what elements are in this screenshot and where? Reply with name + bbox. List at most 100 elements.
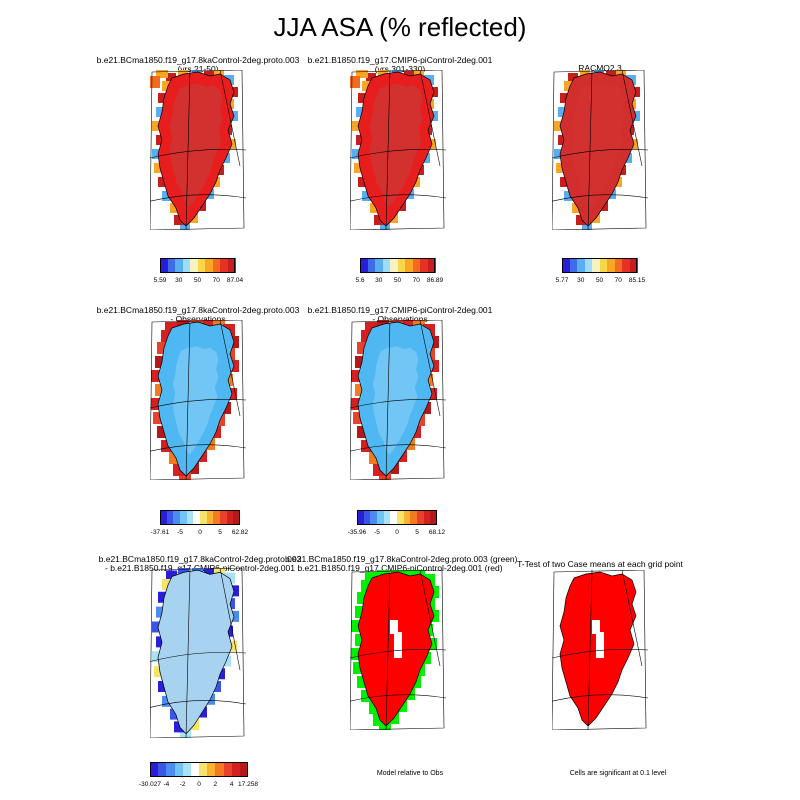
colorbar-swatch xyxy=(427,258,436,273)
coastline xyxy=(357,321,435,477)
colorbar-tick-label: -4 xyxy=(163,781,170,788)
colorbar-swatch xyxy=(226,510,234,525)
coastal-cell xyxy=(162,81,172,91)
map-frame xyxy=(350,320,445,480)
colorbar-tick-label: 5.77 xyxy=(555,277,569,284)
coastal-cell xyxy=(568,73,578,83)
colorbar-swatch xyxy=(166,762,175,777)
coastal-cell xyxy=(358,93,368,103)
coastal-cell xyxy=(156,636,167,648)
coastal-cell xyxy=(158,177,168,187)
meridian-line xyxy=(621,570,643,667)
coastal-cell xyxy=(152,651,163,663)
colorbar-swatch xyxy=(403,510,411,525)
map-frame xyxy=(552,570,647,730)
colorbar-tick-label: 5 xyxy=(218,529,222,536)
masked-cell xyxy=(394,632,402,658)
colorbar-tick-label: -5 xyxy=(374,529,380,536)
coastal-cell xyxy=(356,135,366,145)
colorbar-swatch xyxy=(382,258,391,273)
colorbar-tick-label: -2 xyxy=(179,781,186,788)
colorbar-swatch xyxy=(397,510,405,525)
colorbar-swatch xyxy=(584,258,593,273)
coastal-cell xyxy=(166,73,176,83)
coastal-cell xyxy=(156,107,166,117)
coastal-cell xyxy=(558,135,568,145)
coastal-cell xyxy=(362,81,372,91)
meridian-line xyxy=(385,320,391,480)
map-model1-minus-obs xyxy=(150,320,246,480)
colorbar-tick-label: 5.59 xyxy=(153,277,167,284)
parallel-line xyxy=(350,694,446,702)
colorbar-swatch xyxy=(220,258,228,273)
colorbar-swatch xyxy=(186,510,194,525)
colorbar-swatch xyxy=(622,258,630,273)
colorbar-swatch xyxy=(383,510,391,525)
colorbar-frame xyxy=(150,762,248,777)
coastline xyxy=(157,71,235,227)
colorbar-swatch xyxy=(592,258,600,273)
colorbar-tick-label: 2 xyxy=(213,781,218,788)
colorbar-swatch xyxy=(430,510,438,525)
meridian-line xyxy=(419,320,441,417)
colorbar-tick-label: 86.89 xyxy=(426,277,444,284)
meridian-line xyxy=(385,70,391,230)
coastal-cell xyxy=(572,203,582,213)
colorbar-swatch xyxy=(158,762,167,777)
colorbar-swatch xyxy=(233,510,241,525)
map-model2-minus-obs xyxy=(350,320,446,480)
coastal-cell xyxy=(154,666,165,678)
coastal-cell xyxy=(150,76,160,88)
colorbar-swatch xyxy=(423,510,431,525)
meridian-line xyxy=(219,70,241,167)
colorbar-swatch xyxy=(231,762,241,777)
colorbar-swatch xyxy=(166,510,174,525)
colorbar-swatch xyxy=(397,258,406,273)
colorbar-tick-label: 0 xyxy=(198,529,202,536)
coastal-cell xyxy=(170,203,180,213)
colorbar-swatch xyxy=(363,510,371,525)
coastline xyxy=(559,71,637,227)
coastal-cell xyxy=(564,191,574,201)
map-ttest xyxy=(552,570,648,730)
colorbar-tick-label: 50 xyxy=(193,277,202,284)
parallel-line xyxy=(552,148,648,159)
colorbar-tick-label: 85.15 xyxy=(628,277,646,284)
colorbar-frame xyxy=(160,258,235,273)
panel-title-model1-minus-obs: b.e21.BCma1850.f19_g17.8kaControl-2deg.p… xyxy=(96,305,300,324)
parallel-line xyxy=(350,148,446,159)
coastal-cell xyxy=(356,107,366,117)
coastline xyxy=(559,571,637,727)
coastal-cell xyxy=(166,570,177,582)
coastal-cell xyxy=(162,191,172,201)
parallel-line xyxy=(552,194,648,202)
map-green-red xyxy=(350,570,446,730)
meridian-line xyxy=(219,568,241,671)
colorbar-swatch xyxy=(599,258,608,273)
colorbar-tick-label: 87.04 xyxy=(226,277,244,284)
panel-title-model1-abs: b.e21.BCma1850.f19_g17.8kaControl-2deg.p… xyxy=(96,55,300,74)
parallel-line xyxy=(150,398,246,409)
coastal-cell xyxy=(154,163,164,173)
map-model1-abs xyxy=(150,70,246,230)
colorbar-swatch xyxy=(417,510,425,525)
colorbar-tick-label: 62.82 xyxy=(231,529,249,536)
coastal-cell xyxy=(358,177,368,187)
note-significance: Cells are significant at 0.1 level xyxy=(569,770,667,777)
coastal-cell xyxy=(380,221,390,230)
parallel-line xyxy=(150,148,246,159)
coastal-cell xyxy=(156,70,168,78)
colorbar-tick-label: 70 xyxy=(212,277,220,284)
masked-cell xyxy=(390,620,398,634)
map-frame xyxy=(150,320,245,480)
colorbar-tick-label: 5.6 xyxy=(355,277,365,284)
coastal-cell xyxy=(576,215,586,225)
colorbar-swatch xyxy=(182,258,191,273)
colorbar-swatch xyxy=(569,258,578,273)
meridian-line xyxy=(185,70,191,230)
interior-area xyxy=(172,346,219,455)
colorbar-tick-label: 5 xyxy=(415,529,419,536)
coastal-cell xyxy=(366,73,376,83)
colorbar-swatch xyxy=(577,258,585,273)
masked-cell xyxy=(592,620,600,634)
